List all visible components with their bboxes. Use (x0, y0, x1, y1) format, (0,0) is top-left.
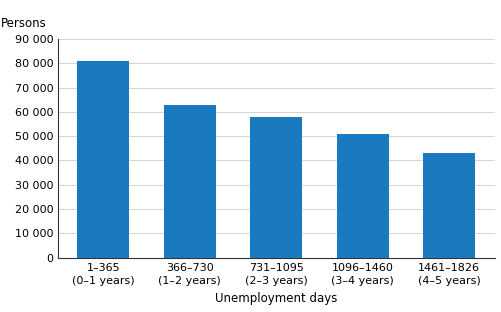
Bar (250, 117, 302, 258)
Bar (77, 61, 129, 258)
Bar (163, 105, 215, 258)
Bar (336, 134, 388, 258)
Bar (422, 153, 474, 258)
Text: Persons: Persons (1, 17, 46, 30)
X-axis label: Unemployment days: Unemployment days (214, 292, 337, 305)
